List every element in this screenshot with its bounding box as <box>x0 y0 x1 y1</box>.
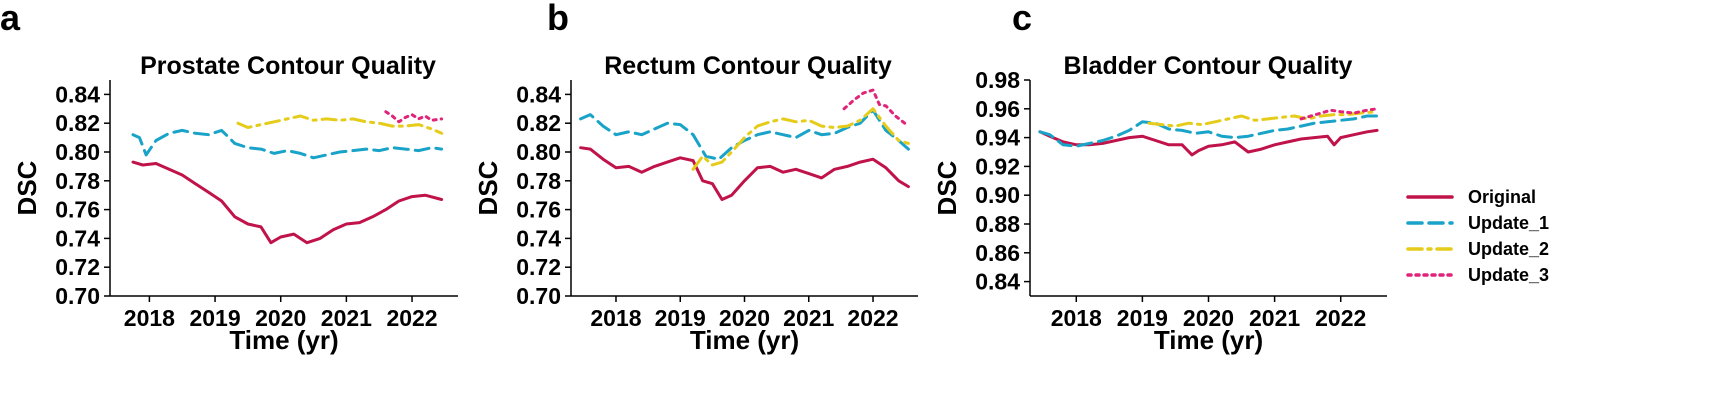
y-tick-label: 0.76 <box>55 197 100 223</box>
series-line-update-1 <box>1038 114 1379 148</box>
y-tick-label: 0.80 <box>55 139 100 165</box>
y-tick-label: 0.74 <box>55 225 100 251</box>
series-line-update-1 <box>131 128 444 160</box>
y-tick-label: 0.84 <box>516 81 561 107</box>
y-tick-label: 0.70 <box>55 283 100 309</box>
y-axis-label: DSC <box>932 160 962 215</box>
series-line-update-2 <box>691 107 910 171</box>
series-line-original <box>1038 128 1379 157</box>
legend: Original Update_1 Update_2 Update_3 <box>1406 187 1549 285</box>
y-tick-label: 0.74 <box>516 225 561 251</box>
x-tick-label: 2019 <box>1117 305 1168 331</box>
series-line-update-2 <box>236 114 444 135</box>
y-tick-label: 0.78 <box>516 168 561 194</box>
series-line-original <box>131 160 444 245</box>
x-axis-label: Time (yr) <box>229 325 338 355</box>
y-tick-label: 0.82 <box>55 110 100 136</box>
y-tick-label: 0.80 <box>516 139 561 165</box>
y-tick-label: 0.96 <box>975 96 1020 122</box>
y-tick-label: 0.84 <box>55 81 100 107</box>
x-tick-label: 2021 <box>783 305 834 331</box>
x-tick-label: 2022 <box>847 305 898 331</box>
x-tick-label: 2020 <box>719 305 770 331</box>
series-line-update-3 <box>1299 107 1379 121</box>
y-tick-label: 0.84 <box>975 269 1020 295</box>
chart-title: Rectum Contour Quality <box>604 52 892 80</box>
y-tick-label: 0.76 <box>516 197 561 223</box>
series-line-update-1 <box>579 108 910 161</box>
x-axis-label: Time (yr) <box>1154 325 1263 355</box>
x-tick-label: 2021 <box>1249 305 1300 331</box>
y-tick-label: 0.78 <box>55 168 100 194</box>
legend-label: Original <box>1468 187 1536 207</box>
x-tick-label: 2022 <box>1315 305 1366 331</box>
chart-title: Prostate Contour Quality <box>140 52 436 80</box>
x-axis-label: Time (yr) <box>690 325 799 355</box>
x-tick-label: 2018 <box>124 305 175 331</box>
series-line-original <box>579 146 910 201</box>
series-line-update-2 <box>1147 110 1379 128</box>
x-tick-label: 2021 <box>321 305 372 331</box>
x-tick-label: 2019 <box>189 305 240 331</box>
panel-letter: c <box>1012 0 1032 38</box>
legend-label: Update_2 <box>1468 239 1549 259</box>
legend-label: Update_3 <box>1468 265 1549 285</box>
y-axis-label: DSC <box>12 160 42 215</box>
y-tick-label: 0.72 <box>55 254 100 280</box>
series-line-update-3 <box>384 110 444 124</box>
y-tick-label: 0.82 <box>516 110 561 136</box>
chart-title: Bladder Contour Quality <box>1064 52 1353 80</box>
y-tick-label: 0.86 <box>975 240 1020 266</box>
chart-panel-b: b Rectum Contour Quality 0.70 0.72 0.740.76 0… <box>473 0 918 355</box>
panel-letter: a <box>0 0 21 38</box>
x-tick-label: 2020 <box>1183 305 1234 331</box>
x-tick-label: 2020 <box>255 305 306 331</box>
panel-letter: b <box>547 0 569 38</box>
y-tick-label: 0.94 <box>975 125 1020 151</box>
x-tick-label: 2019 <box>655 305 706 331</box>
chart-panel-c: c Bladder Contour Quality 0.84 0.86 0.88 0.90… <box>932 0 1387 355</box>
y-tick-label: 0.90 <box>975 182 1020 208</box>
y-tick-label: 0.98 <box>975 67 1020 93</box>
x-tick-label: 2018 <box>1051 305 1102 331</box>
y-tick-label: 0.92 <box>975 153 1020 179</box>
x-tick-label: 2018 <box>590 305 641 331</box>
y-tick-label: 0.70 <box>516 283 561 309</box>
y-tick-label: 0.72 <box>516 254 561 280</box>
x-tick-label: 2022 <box>386 305 437 331</box>
y-tick-label: 0.88 <box>975 211 1020 237</box>
series-line-update-3 <box>842 88 910 128</box>
y-axis-label: DSC <box>473 160 503 215</box>
legend-label: Update_1 <box>1468 213 1549 233</box>
